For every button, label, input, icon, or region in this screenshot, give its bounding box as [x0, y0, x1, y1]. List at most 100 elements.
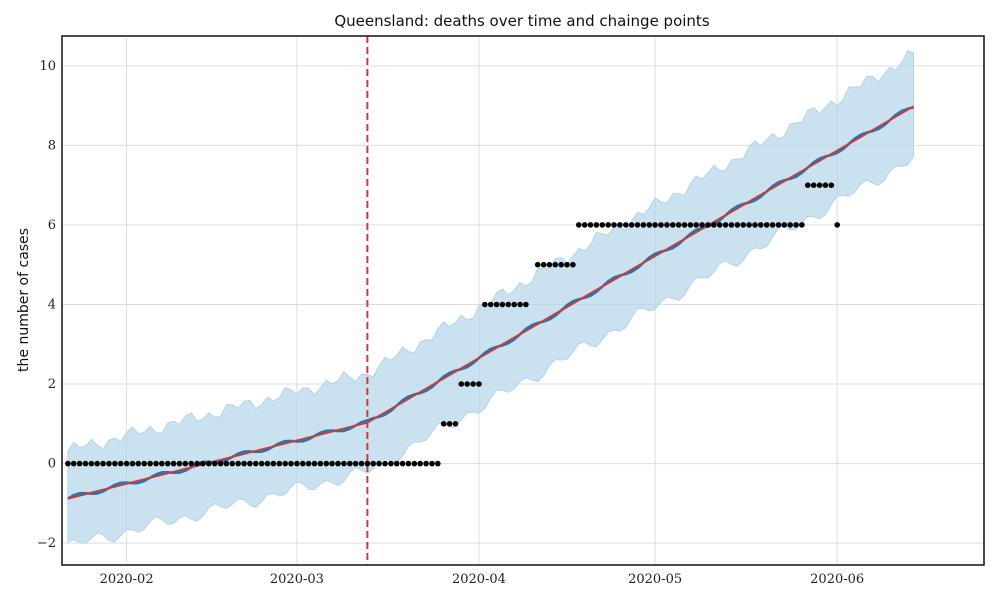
- observation-point: [435, 460, 441, 467]
- observation-point: [294, 460, 300, 467]
- observation-point: [570, 261, 576, 268]
- observation-point: [511, 301, 517, 308]
- observation-point: [617, 222, 623, 228]
- x-tick-label: 2020-06: [810, 572, 864, 587]
- observation-point: [440, 421, 447, 427]
- x-tick-label: 2020-03: [270, 572, 324, 587]
- observation-point: [382, 460, 388, 467]
- observation-point: [787, 222, 793, 228]
- observation-point: [652, 222, 658, 228]
- chart-title: Queensland: deaths over time and chainge…: [334, 12, 709, 30]
- observation-point: [276, 460, 283, 467]
- observation-point: [200, 460, 206, 467]
- observation-point: [816, 182, 823, 188]
- observation-point: [247, 460, 253, 467]
- tick-labels: 2020-02 2020-03 2020-04 2020-05 2020-06 −2 0 2 4…: [37, 59, 864, 587]
- observation-point: [810, 182, 817, 188]
- observation-point: [458, 381, 465, 387]
- observation-point: [611, 222, 617, 228]
- observation-point: [423, 460, 429, 467]
- observation-point: [576, 222, 582, 228]
- observation-point: [805, 182, 811, 188]
- observation-point: [159, 460, 165, 467]
- observation-point: [517, 301, 523, 308]
- x-tick-label: 2020-04: [452, 572, 506, 587]
- observation-point: [558, 261, 564, 268]
- observation-point: [188, 460, 194, 467]
- observation-point: [211, 460, 218, 467]
- observation-point: [258, 460, 265, 467]
- observation-point: [270, 460, 277, 467]
- observation-point: [347, 460, 353, 467]
- observation-point: [769, 222, 776, 228]
- y-tick-label: 8: [48, 138, 56, 153]
- observation-point: [728, 222, 735, 228]
- observation-point: [305, 460, 312, 467]
- observation-point: [112, 460, 118, 467]
- observation-point: [223, 460, 230, 467]
- observation-point: [317, 460, 324, 467]
- uncertainty-band-layer: [67, 50, 914, 544]
- observation-point: [540, 261, 547, 268]
- observation-point: [705, 222, 711, 228]
- observation-point: [623, 222, 629, 228]
- observation-point: [793, 222, 799, 228]
- observation-point: [288, 460, 294, 467]
- observation-point: [464, 381, 471, 387]
- observation-point: [323, 460, 330, 467]
- y-tick-label: 4: [48, 297, 56, 312]
- observation-point: [65, 460, 71, 467]
- observation-point: [775, 222, 782, 228]
- plot-frame: [61, 35, 985, 566]
- observation-point: [822, 182, 829, 188]
- observation-point: [364, 460, 371, 467]
- observation-point: [646, 222, 653, 228]
- observation-point: [605, 222, 611, 228]
- observation-point: [476, 381, 482, 387]
- observation-point: [628, 222, 635, 228]
- y-tick-label: 0: [48, 457, 56, 472]
- observation-point: [217, 460, 224, 467]
- observation-point: [70, 460, 77, 467]
- observation-point: [229, 460, 236, 467]
- observation-point: [76, 460, 83, 467]
- observation-point: [194, 460, 200, 467]
- observation-point: [482, 301, 488, 308]
- y-tick-label: 6: [48, 218, 56, 233]
- y-tick-label: 10: [39, 59, 56, 74]
- observation-point: [681, 222, 688, 228]
- observation-point: [763, 222, 770, 228]
- observation-point: [758, 222, 764, 228]
- y-axis-label: the number of cases: [16, 228, 32, 372]
- observation-point: [376, 460, 382, 467]
- observation-point: [687, 222, 694, 228]
- observation-point: [699, 222, 705, 228]
- observation-point: [94, 460, 100, 467]
- observation-point: [329, 460, 335, 467]
- observation-point: [106, 460, 112, 467]
- x-tick-label: 2020-05: [628, 572, 682, 587]
- observation-point: [82, 460, 89, 467]
- observation-point: [123, 460, 130, 467]
- observation-point: [399, 460, 406, 467]
- observation-point: [135, 460, 142, 467]
- observation-point: [129, 460, 136, 467]
- observation-point: [670, 222, 676, 228]
- observation-point: [300, 460, 306, 467]
- observation-point: [170, 460, 177, 467]
- observation-point: [429, 460, 435, 467]
- observation-point: [411, 460, 418, 467]
- observation-point: [711, 222, 717, 228]
- observation-point: [546, 261, 553, 268]
- observation-point: [593, 222, 600, 228]
- observation-point: [634, 222, 641, 228]
- observation-point: [241, 460, 247, 467]
- observation-point: [675, 222, 682, 228]
- observation-point: [834, 222, 840, 228]
- observation-point: [828, 182, 835, 188]
- observation-point: [88, 460, 95, 467]
- observation-point: [493, 301, 500, 308]
- observation-point: [693, 222, 699, 228]
- observation-point: [100, 460, 106, 467]
